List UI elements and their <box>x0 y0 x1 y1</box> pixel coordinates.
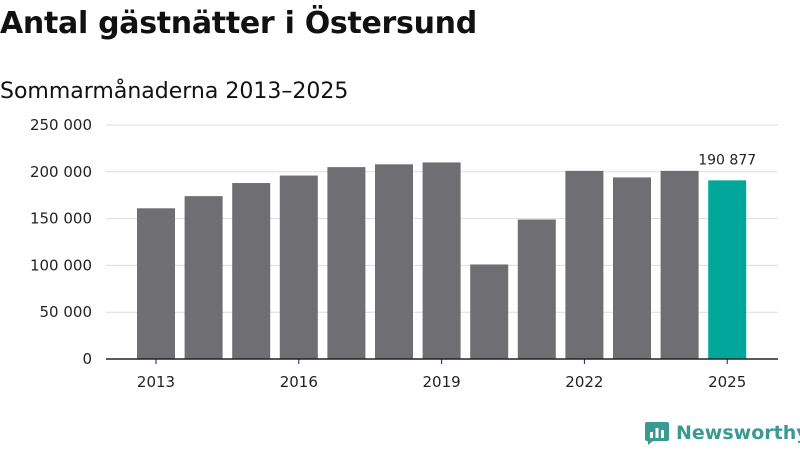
bar-highlight <box>708 180 747 359</box>
bar <box>232 183 271 359</box>
x-tick-label: 2016 <box>280 373 318 391</box>
bar <box>137 208 175 359</box>
y-tick-label: 150 000 <box>30 210 92 228</box>
bar <box>470 264 509 359</box>
y-tick-label: 50 000 <box>40 303 93 321</box>
brand-name: Newsworthy <box>676 422 800 444</box>
bar-chart-bubble-icon <box>645 422 669 445</box>
bar <box>327 167 366 359</box>
bar <box>660 170 699 359</box>
x-tick-label: 2019 <box>423 373 461 391</box>
chart-title: Antal gästnätter i Östersund <box>0 6 477 41</box>
brand-logo: Newsworthy <box>644 420 800 446</box>
bar <box>565 170 604 359</box>
bar <box>279 175 318 359</box>
y-tick-label: 200 000 <box>30 163 92 181</box>
x-tick-label: 2022 <box>565 373 603 391</box>
bar <box>422 162 461 359</box>
x-tick-label: 2013 <box>137 373 175 391</box>
bar-chart: 0 50 000 100 000 150 000 200 000 250 000 190 8… <box>30 116 778 391</box>
x-tick-label: 2025 <box>708 373 746 391</box>
y-tick-label: 0 <box>82 350 92 368</box>
chart-subtitle: Sommarmånaderna 2013–2025 <box>0 79 349 104</box>
bar <box>184 196 223 359</box>
bar <box>517 219 556 359</box>
bar <box>613 177 651 359</box>
y-tick-label: 100 000 <box>30 256 92 274</box>
y-tick-label: 250 000 <box>30 116 92 134</box>
data-label: 190 877 <box>698 152 756 168</box>
bar <box>375 164 413 359</box>
